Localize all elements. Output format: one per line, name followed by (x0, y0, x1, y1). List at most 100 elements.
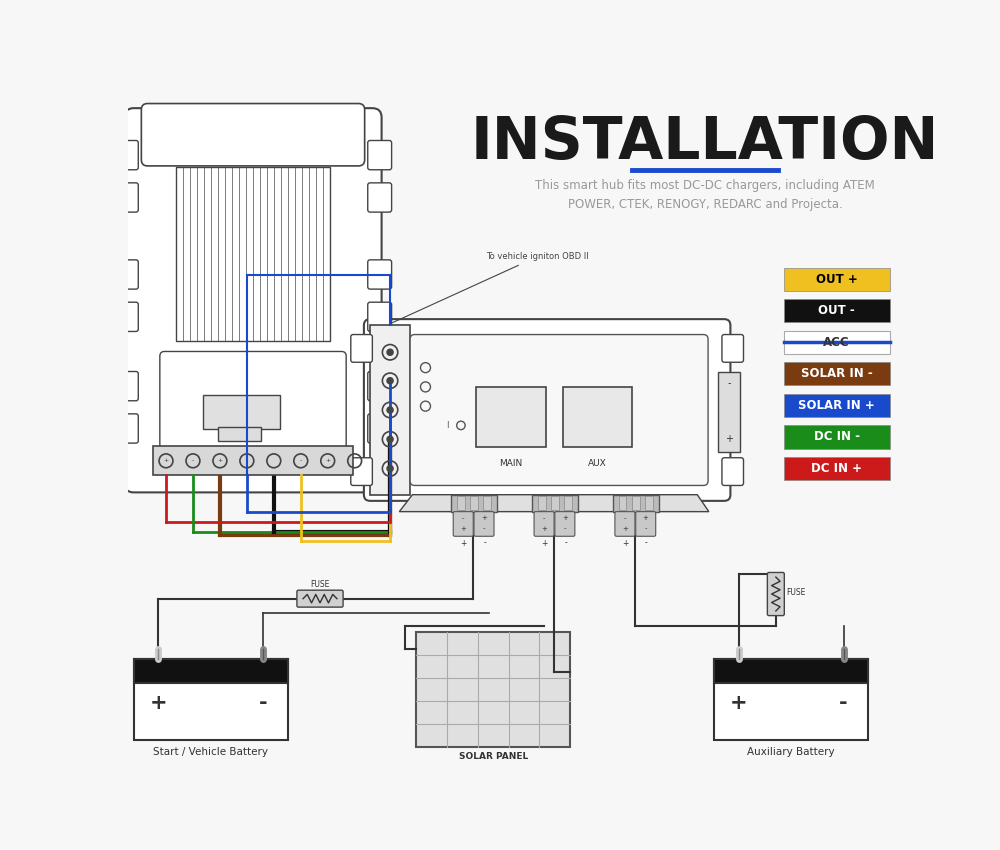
Circle shape (387, 466, 393, 472)
FancyBboxPatch shape (114, 260, 138, 289)
FancyBboxPatch shape (124, 108, 382, 492)
FancyBboxPatch shape (114, 183, 138, 212)
FancyBboxPatch shape (364, 319, 730, 501)
Text: This smart hub fits most DC-DC chargers, including ATEM
POWER, CTEK, RENOGY, RED: This smart hub fits most DC-DC chargers,… (535, 179, 875, 211)
Text: FUSE: FUSE (310, 580, 330, 589)
Text: OUT +: OUT + (816, 273, 858, 286)
Text: FUSE: FUSE (787, 588, 806, 597)
Bar (714, 659, 868, 740)
Circle shape (387, 349, 393, 355)
Bar (563, 387, 632, 447)
Bar (551, 496, 559, 510)
Bar (632, 496, 640, 510)
Bar (483, 496, 491, 510)
FancyBboxPatch shape (722, 458, 744, 485)
FancyBboxPatch shape (368, 183, 392, 212)
Circle shape (387, 436, 393, 442)
Text: Start / Vehicle Battery: Start / Vehicle Battery (153, 747, 268, 757)
Bar (416, 632, 570, 747)
Text: MAIN: MAIN (499, 459, 523, 468)
Text: I: I (446, 421, 448, 430)
Text: -: - (462, 515, 464, 521)
Text: -: - (192, 458, 194, 463)
Text: Auxiliary Battery: Auxiliary Battery (747, 747, 835, 757)
Text: +: + (481, 515, 487, 521)
Text: -: - (839, 693, 848, 713)
Text: -: - (624, 515, 626, 521)
Bar (784, 331, 890, 354)
Bar (451, 495, 497, 512)
Bar (714, 659, 868, 683)
FancyBboxPatch shape (368, 371, 392, 400)
Circle shape (387, 377, 393, 384)
FancyBboxPatch shape (368, 303, 392, 332)
Bar (470, 496, 478, 510)
Bar (370, 326, 410, 495)
Text: DC IN +: DC IN + (811, 462, 862, 475)
FancyBboxPatch shape (615, 512, 635, 536)
Text: INSTALLATION: INSTALLATION (471, 114, 939, 171)
Circle shape (387, 407, 393, 413)
FancyBboxPatch shape (114, 303, 138, 332)
Text: -: - (483, 525, 485, 531)
FancyBboxPatch shape (453, 512, 473, 536)
Text: To vehicle igniton OBD II: To vehicle igniton OBD II (393, 252, 588, 323)
Bar (457, 496, 465, 510)
FancyBboxPatch shape (114, 140, 138, 170)
Text: OUT -: OUT - (818, 304, 855, 317)
Text: +: + (541, 539, 547, 547)
Polygon shape (399, 495, 709, 512)
FancyBboxPatch shape (410, 335, 708, 485)
Bar (619, 496, 626, 510)
Text: -: - (564, 539, 567, 547)
Text: +: + (325, 458, 330, 463)
Text: +: + (541, 525, 547, 531)
Bar (613, 495, 659, 512)
Bar (784, 425, 890, 449)
Text: +: + (163, 458, 169, 463)
FancyBboxPatch shape (474, 512, 494, 536)
FancyBboxPatch shape (534, 512, 554, 536)
Text: +: + (562, 515, 568, 521)
FancyBboxPatch shape (368, 140, 392, 170)
Text: SOLAR PANEL: SOLAR PANEL (459, 752, 528, 761)
Bar (134, 659, 288, 740)
Text: AUX: AUX (588, 459, 607, 468)
Bar (153, 446, 353, 475)
Text: +: + (622, 525, 628, 531)
FancyBboxPatch shape (351, 458, 372, 485)
Bar (784, 457, 890, 480)
Text: -: - (483, 539, 486, 547)
Bar (718, 371, 740, 452)
Bar (532, 495, 578, 512)
Text: SOLAR IN +: SOLAR IN + (798, 399, 875, 412)
Text: +: + (460, 539, 466, 547)
FancyBboxPatch shape (141, 104, 365, 166)
Bar (564, 496, 572, 510)
Text: -: - (644, 525, 647, 531)
Text: +: + (643, 515, 649, 521)
FancyBboxPatch shape (114, 414, 138, 443)
Bar (784, 394, 890, 417)
Bar (784, 268, 890, 291)
Text: -: - (543, 515, 545, 521)
Text: +: + (730, 693, 748, 713)
Text: ACC: ACC (823, 336, 850, 348)
FancyBboxPatch shape (351, 335, 372, 362)
FancyBboxPatch shape (555, 512, 575, 536)
Text: DC IN -: DC IN - (814, 430, 860, 444)
Bar (784, 299, 890, 322)
Text: -: - (259, 693, 267, 713)
Bar (784, 362, 890, 385)
Text: -: - (645, 539, 648, 547)
Bar (134, 659, 288, 683)
FancyBboxPatch shape (722, 335, 744, 362)
Text: -: - (564, 525, 566, 531)
Bar (476, 387, 546, 447)
Text: +: + (217, 458, 223, 463)
FancyBboxPatch shape (636, 512, 656, 536)
Text: +: + (622, 539, 628, 547)
FancyBboxPatch shape (368, 260, 392, 289)
FancyBboxPatch shape (368, 414, 392, 443)
FancyBboxPatch shape (160, 352, 346, 450)
